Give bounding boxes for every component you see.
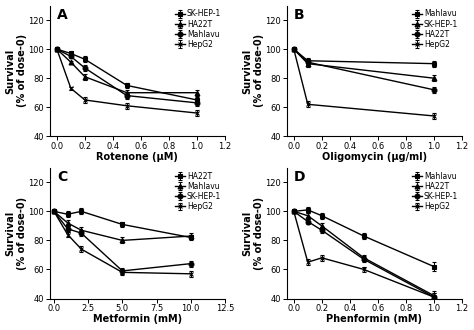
Text: C: C xyxy=(57,170,67,184)
Legend: Mahlavu, SK-HEP-1, HA22T, HepG2: Mahlavu, SK-HEP-1, HA22T, HepG2 xyxy=(411,8,460,50)
X-axis label: Oligomycin (μg/ml): Oligomycin (μg/ml) xyxy=(322,152,427,162)
Y-axis label: Survival
(% of dose-0): Survival (% of dose-0) xyxy=(243,34,264,108)
X-axis label: Rotenone (μM): Rotenone (μM) xyxy=(97,152,178,162)
Y-axis label: Survival
(% of dose-0): Survival (% of dose-0) xyxy=(6,197,27,270)
Legend: HA22T, Mahlavu, SK-HEP-1, HepG2: HA22T, Mahlavu, SK-HEP-1, HepG2 xyxy=(174,170,223,213)
Legend: SK-HEP-1, HA22T, Mahlavu, HepG2: SK-HEP-1, HA22T, Mahlavu, HepG2 xyxy=(174,8,223,50)
Text: D: D xyxy=(294,170,305,184)
X-axis label: Metformin (mM): Metformin (mM) xyxy=(93,314,182,324)
Legend: Mahlavu, HA22T, SK-HEP-1, HepG2: Mahlavu, HA22T, SK-HEP-1, HepG2 xyxy=(411,170,460,213)
Y-axis label: Survival
(% of dose-0): Survival (% of dose-0) xyxy=(6,34,27,108)
Y-axis label: Survival
(% of dose-0): Survival (% of dose-0) xyxy=(243,197,264,270)
Text: A: A xyxy=(57,8,68,22)
Text: B: B xyxy=(294,8,304,22)
X-axis label: Phenformin (mM): Phenformin (mM) xyxy=(326,314,422,324)
